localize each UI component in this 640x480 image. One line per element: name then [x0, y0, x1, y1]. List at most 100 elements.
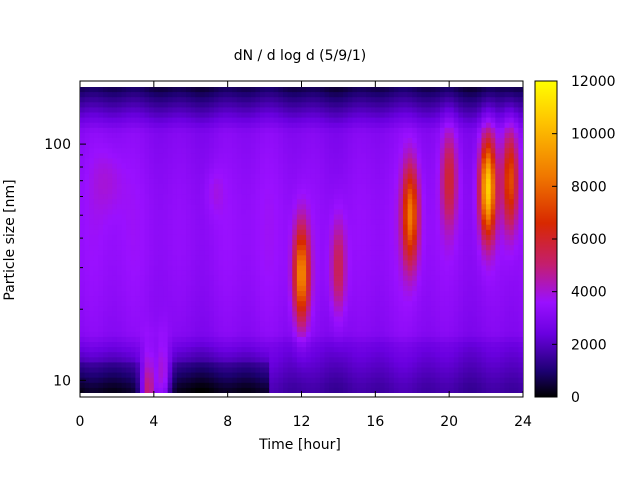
heatmap-cell: [356, 291, 363, 297]
heatmap-cell: [232, 117, 238, 124]
heatmap-cell: [93, 204, 100, 210]
heatmap-cell: [319, 377, 326, 384]
heatmap-cell: [324, 245, 330, 251]
heatmap-cell: [232, 291, 238, 297]
heatmap-cell: [338, 275, 344, 282]
heatmap-cell: [278, 92, 284, 98]
heatmap-cell: [176, 331, 183, 338]
heatmap-cell: [319, 219, 326, 226]
heatmap-cell: [144, 367, 150, 374]
heatmap-cell: [241, 270, 247, 277]
heatmap-cell: [301, 183, 307, 190]
heatmap-cell: [421, 229, 427, 236]
heatmap-cell: [126, 132, 132, 139]
heatmap-cell: [444, 107, 450, 114]
heatmap-cell: [89, 265, 95, 272]
heatmap-cell: [176, 326, 183, 333]
heatmap-cell: [338, 270, 344, 277]
heatmap-cell: [449, 97, 455, 103]
heatmap-cell: [319, 270, 326, 277]
heatmap-cell: [379, 122, 386, 129]
heatmap-cell: [416, 127, 423, 134]
heatmap-cell: [107, 331, 113, 338]
heatmap-cell: [112, 362, 118, 369]
heatmap-cell: [352, 127, 358, 134]
heatmap-cell: [412, 377, 418, 384]
heatmap-cell: [176, 285, 183, 292]
heatmap-cell: [453, 107, 459, 114]
heatmap-cell: [181, 183, 187, 190]
heatmap-cell: [259, 275, 266, 282]
heatmap-cell: [444, 316, 450, 323]
heatmap-cell: [393, 178, 399, 185]
heatmap-cell: [384, 224, 390, 231]
heatmap-cell: [439, 158, 446, 165]
heatmap-cell: [449, 280, 455, 287]
heatmap-cell: [186, 311, 192, 318]
heatmap-cell: [163, 158, 169, 165]
heatmap-cell: [338, 377, 344, 384]
heatmap-cell: [126, 194, 132, 200]
heatmap-cell: [370, 97, 376, 103]
heatmap-cell: [93, 92, 100, 98]
heatmap-cell: [218, 194, 224, 200]
heatmap-cell: [430, 372, 436, 379]
heatmap-cell: [259, 296, 266, 302]
heatmap-cell: [195, 321, 201, 328]
heatmap-cell: [393, 306, 399, 312]
heatmap-cell: [181, 97, 187, 103]
heatmap-cell: [213, 158, 220, 165]
heatmap-cell: [236, 92, 243, 98]
heatmap-cell: [329, 321, 335, 328]
heatmap-cell: [130, 352, 136, 358]
heatmap-cell: [292, 306, 298, 312]
heatmap-cell: [259, 362, 266, 369]
heatmap-cell: [199, 250, 206, 256]
heatmap-cell: [121, 127, 127, 134]
heatmap-cell: [135, 377, 141, 384]
heatmap-cell: [403, 138, 409, 144]
heatmap-cell: [379, 321, 386, 328]
heatmap-cell: [176, 112, 183, 119]
heatmap-cell: [430, 204, 436, 210]
heatmap-cell: [144, 296, 150, 302]
heatmap-cell: [172, 265, 178, 272]
heatmap-cell: [301, 316, 307, 323]
heatmap-cell: [264, 214, 270, 221]
heatmap-cell: [84, 173, 90, 180]
heatmap-cell: [361, 158, 367, 165]
heatmap-cell: [343, 234, 349, 241]
heatmap-cell: [384, 316, 390, 323]
heatmap-cell: [213, 183, 220, 190]
heatmap-cell: [458, 285, 464, 292]
heatmap-cell: [421, 275, 427, 282]
heatmap-cell: [333, 311, 340, 318]
heatmap-cell: [310, 342, 316, 348]
heatmap-cell: [366, 285, 372, 292]
heatmap-cell: [121, 163, 127, 170]
heatmap-cell: [126, 158, 132, 165]
heatmap-cell: [223, 306, 229, 312]
heatmap-cell: [121, 270, 127, 277]
heatmap-cell: [89, 204, 95, 210]
heatmap-cell: [264, 127, 270, 134]
heatmap-cell: [213, 255, 220, 261]
heatmap-cell: [389, 138, 395, 144]
heatmap-cell: [273, 260, 280, 267]
heatmap-cell: [407, 209, 413, 216]
heatmap-cell: [264, 168, 270, 175]
heatmap-cell: [232, 183, 238, 190]
heatmap-cell: [259, 352, 266, 358]
heatmap-cell: [121, 87, 127, 93]
heatmap-cell: [139, 255, 146, 261]
heatmap-cell: [204, 250, 210, 256]
heatmap-cell: [204, 224, 210, 231]
heatmap-cell: [426, 204, 432, 210]
heatmap-cell: [218, 122, 224, 129]
heatmap-cell: [310, 306, 316, 312]
heatmap-cell: [107, 270, 113, 277]
heatmap-cell: [204, 275, 210, 282]
heatmap-cell: [250, 194, 256, 200]
heatmap-cell: [209, 321, 215, 328]
heatmap-cell: [255, 143, 261, 149]
